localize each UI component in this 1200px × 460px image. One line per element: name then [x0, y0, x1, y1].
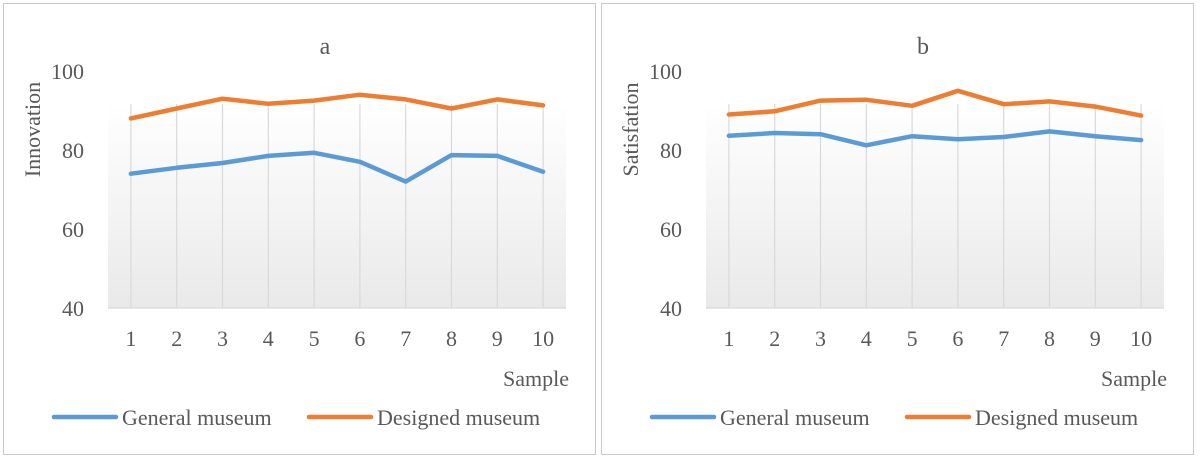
- y-axis-label: Innovation: [20, 82, 45, 177]
- legend-label-general-museum: General museum: [720, 405, 870, 430]
- x-axis-label: Sample: [503, 366, 569, 391]
- y-tick-label: 100: [649, 59, 682, 84]
- x-tick-label: 8: [446, 326, 457, 351]
- x-tick-label: 1: [125, 326, 136, 351]
- legend-label-designed-museum: Designed museum: [377, 405, 540, 430]
- x-tick-label: 5: [907, 326, 918, 351]
- legend-label-designed-museum: Designed museum: [975, 405, 1138, 430]
- x-tick-label: 7: [400, 326, 411, 351]
- x-axis-label: Sample: [1101, 366, 1167, 391]
- innovation-line-chart: 40 60 80 100 1 2 3 4 5 6 7 8 9 10 a Innovation Sample Gen…: [20, 34, 569, 430]
- series-line-general-museum: [128, 150, 546, 184]
- y-axis-label: Satisfation: [618, 82, 643, 176]
- chart-title: b: [917, 34, 929, 60]
- plot-area-background: [108, 104, 566, 308]
- x-tick-label: 6: [354, 326, 365, 351]
- chart-title: a: [320, 34, 331, 60]
- x-tick-label: 7: [998, 326, 1009, 351]
- y-tick-label: 40: [62, 296, 84, 321]
- x-tick-label: 2: [769, 326, 780, 351]
- chart-panel-satisfaction: 40 60 80 100 1 2 3 4 5 6 7 8 9 10 b Satisfation Sample Ge…: [601, 3, 1194, 455]
- legend-label-general-museum: General museum: [122, 405, 272, 430]
- x-tick-label: 10: [532, 326, 554, 351]
- x-tick-label: 4: [861, 326, 872, 351]
- x-tick-label: 9: [492, 326, 503, 351]
- y-tick-label: 80: [660, 138, 682, 163]
- x-tick-label: 10: [1130, 326, 1152, 351]
- y-tick-label: 60: [660, 217, 682, 242]
- y-tick-label: 40: [660, 296, 682, 321]
- x-tick-label: 2: [171, 326, 182, 351]
- x-tick-label: 4: [263, 326, 274, 351]
- x-tick-label: 5: [309, 326, 320, 351]
- y-tick-label: 80: [62, 138, 84, 163]
- x-tick-label: 1: [723, 326, 734, 351]
- satisfaction-line-chart: 40 60 80 100 1 2 3 4 5 6 7 8 9 10 b Satisfation Sample Ge…: [618, 34, 1167, 430]
- series-line-designed-museum: [128, 92, 546, 121]
- x-tick-label: 9: [1090, 326, 1101, 351]
- series-line-designed-museum: [726, 88, 1144, 118]
- x-tick-label: 8: [1044, 326, 1055, 351]
- y-tick-label: 60: [62, 217, 84, 242]
- x-tick-label: 3: [815, 326, 826, 351]
- x-tick-label: 3: [217, 326, 228, 351]
- chart-panel-innovation: 40 60 80 100 1 2 3 4 5 6 7 8 9 10 a Innovation Sample Gen…: [3, 3, 596, 455]
- series-line-general-museum: [726, 129, 1144, 148]
- x-tick-label: 6: [952, 326, 963, 351]
- y-tick-label: 100: [51, 59, 84, 84]
